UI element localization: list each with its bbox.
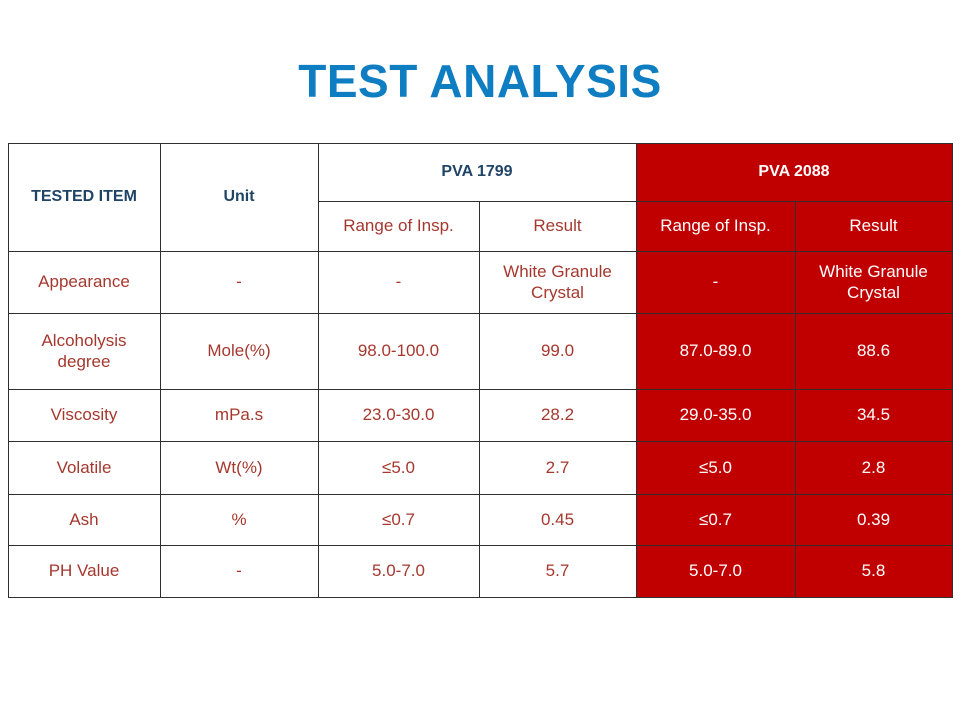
cell-item: PH Value: [7, 544, 161, 598]
cell-pva2088-range: 5.0-7.0: [635, 544, 796, 598]
cell-unit: %: [159, 493, 319, 546]
page-title: TEST ANALYSIS: [298, 55, 662, 107]
table-row: Appearance - - White Granule Crystal - W…: [7, 250, 953, 314]
table-row: Alcoholysis degree Mole(%) 98.0-100.0 99…: [7, 312, 953, 390]
table-header-row-2: Range of Insp. Result Range of Insp. Res…: [8, 200, 953, 252]
cell-unit: mPa.s: [159, 388, 319, 442]
cell-pva2088-range: ≤5.0: [635, 440, 796, 495]
cell-pva1799-range: ≤5.0: [317, 440, 480, 495]
cell-pva1799-range: -: [317, 250, 480, 314]
table-header-row-1: TESTED ITEM Unit PVA 1799 PVA 2088: [7, 142, 953, 252]
table-row: Volatile Wt(%) ≤5.0 2.7 ≤5.0 2.8: [7, 440, 953, 495]
cell-unit: -: [159, 544, 319, 598]
col-header-pva1799-result: Result: [478, 200, 637, 252]
cell-pva2088-result: 2.8: [794, 440, 953, 495]
cell-pva1799-result: 2.7: [478, 440, 637, 495]
cell-pva2088-result: White Granule Crystal: [794, 250, 953, 314]
col-header-pva2088-range: Range of Insp.: [635, 200, 796, 252]
cell-unit: -: [159, 250, 319, 314]
cell-pva1799-result: White Granule Crystal: [478, 250, 637, 314]
col-header-pva2088: PVA 2088: [635, 142, 953, 202]
cell-pva1799-result: 5.7: [478, 544, 637, 598]
cell-pva2088-result: 88.6: [794, 312, 953, 390]
analysis-table: TESTED ITEM Unit PVA 1799 PVA 2088 Range…: [7, 142, 953, 598]
cell-pva2088-result: 0.39: [794, 493, 953, 546]
table-row: PH Value - 5.0-7.0 5.7 5.0-7.0 5.8: [7, 544, 953, 598]
cell-pva2088-result: 34.5: [794, 388, 953, 442]
cell-pva1799-range: 98.0-100.0: [317, 312, 480, 390]
cell-unit: Wt(%): [159, 440, 319, 495]
col-header-unit: Unit: [159, 142, 319, 252]
cell-pva2088-range: 29.0-35.0: [635, 388, 796, 442]
cell-item: Volatile: [7, 440, 161, 495]
cell-pva2088-range: -: [635, 250, 796, 314]
cell-pva1799-range: 5.0-7.0: [317, 544, 480, 598]
cell-pva1799-result: 99.0: [478, 312, 637, 390]
cell-pva1799-range: 23.0-30.0: [317, 388, 480, 442]
cell-item: Alcoholysis degree: [7, 312, 161, 390]
cell-pva1799-result: 28.2: [478, 388, 637, 442]
table-row: Viscosity mPa.s 23.0-30.0 28.2 29.0-35.0…: [7, 388, 953, 442]
col-header-pva1799: PVA 1799: [317, 142, 637, 202]
cell-pva2088-range: ≤0.7: [635, 493, 796, 546]
col-header-pva2088-result: Result: [794, 200, 953, 252]
cell-unit: Mole(%): [159, 312, 319, 390]
cell-pva1799-range: ≤0.7: [317, 493, 480, 546]
cell-pva2088-range: 87.0-89.0: [635, 312, 796, 390]
cell-pva1799-result: 0.45: [478, 493, 637, 546]
table-row: Ash % ≤0.7 0.45 ≤0.7 0.39: [7, 493, 953, 546]
cell-item: Appearance: [7, 250, 161, 314]
cell-item: Viscosity: [7, 388, 161, 442]
cell-pva2088-result: 5.8: [794, 544, 953, 598]
col-header-pva1799-range: Range of Insp.: [317, 200, 480, 252]
cell-item: Ash: [7, 493, 161, 546]
col-header-tested-item: TESTED ITEM: [7, 142, 161, 252]
